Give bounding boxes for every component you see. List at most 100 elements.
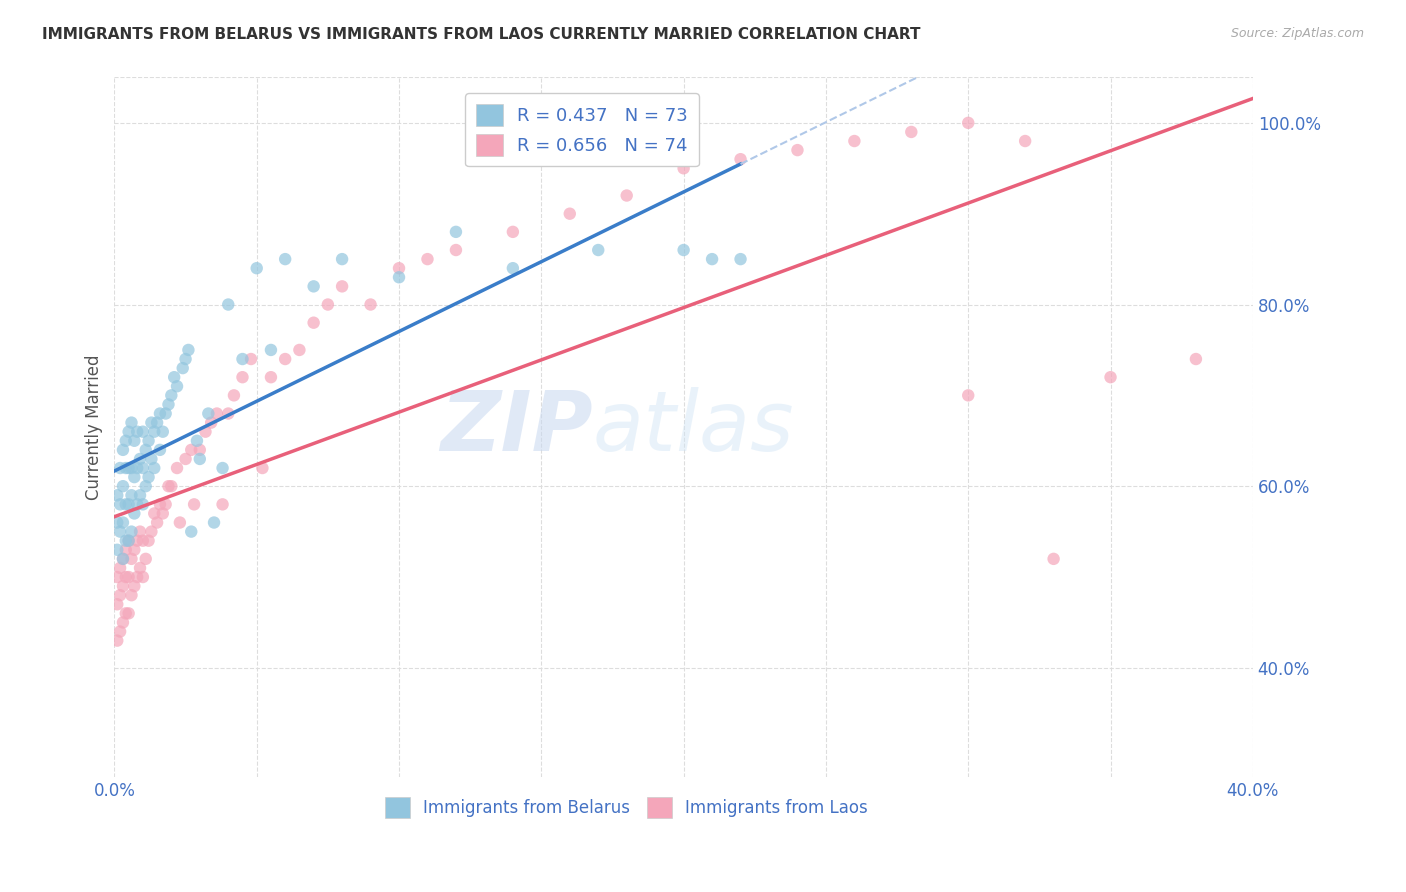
- Point: [143, 425, 166, 439]
- Point: [138, 434, 160, 448]
- Point: [124, 542, 146, 557]
- Point: [155, 497, 177, 511]
- Point: [444, 225, 467, 239]
- Point: [132, 570, 155, 584]
- Point: [388, 270, 411, 285]
- Point: [274, 351, 297, 366]
- Point: [108, 461, 131, 475]
- Point: [121, 588, 143, 602]
- Point: [135, 479, 157, 493]
- Point: [124, 434, 146, 448]
- Point: [616, 188, 638, 202]
- Text: IMMIGRANTS FROM BELARUS VS IMMIGRANTS FROM LAOS CURRENTLY MARRIED CORRELATION CH: IMMIGRANTS FROM BELARUS VS IMMIGRANTS FR…: [42, 27, 921, 42]
- Point: [127, 533, 149, 548]
- Point: [121, 524, 143, 539]
- Point: [114, 434, 136, 448]
- Point: [149, 442, 172, 457]
- Point: [132, 461, 155, 475]
- Point: [108, 561, 131, 575]
- Point: [141, 524, 163, 539]
- Point: [260, 370, 283, 384]
- Point: [135, 442, 157, 457]
- Point: [786, 143, 808, 157]
- Point: [117, 533, 139, 548]
- Point: [186, 434, 208, 448]
- Point: [160, 388, 183, 402]
- Point: [129, 488, 152, 502]
- Point: [217, 407, 239, 421]
- Point: [163, 370, 186, 384]
- Point: [302, 279, 325, 293]
- Point: [114, 533, 136, 548]
- Point: [252, 461, 274, 475]
- Point: [194, 425, 217, 439]
- Point: [111, 579, 134, 593]
- Point: [124, 507, 146, 521]
- Point: [141, 416, 163, 430]
- Point: [114, 461, 136, 475]
- Point: [117, 533, 139, 548]
- Point: [108, 588, 131, 602]
- Point: [260, 343, 283, 357]
- Point: [274, 252, 297, 266]
- Text: ZIP: ZIP: [440, 386, 592, 467]
- Point: [730, 252, 752, 266]
- Point: [1014, 134, 1036, 148]
- Point: [160, 479, 183, 493]
- Point: [180, 442, 202, 457]
- Point: [114, 607, 136, 621]
- Point: [240, 351, 263, 366]
- Point: [700, 252, 723, 266]
- Point: [183, 497, 205, 511]
- Point: [105, 597, 128, 611]
- Point: [197, 407, 219, 421]
- Point: [360, 297, 382, 311]
- Point: [957, 116, 980, 130]
- Point: [114, 542, 136, 557]
- Point: [444, 243, 467, 257]
- Point: [155, 407, 177, 421]
- Point: [117, 425, 139, 439]
- Point: [105, 633, 128, 648]
- Point: [180, 524, 202, 539]
- Point: [111, 552, 134, 566]
- Point: [152, 507, 174, 521]
- Point: [152, 425, 174, 439]
- Point: [586, 243, 609, 257]
- Point: [129, 561, 152, 575]
- Legend: Immigrants from Belarus, Immigrants from Laos: Immigrants from Belarus, Immigrants from…: [378, 791, 875, 824]
- Point: [957, 388, 980, 402]
- Y-axis label: Currently Married: Currently Married: [86, 354, 103, 500]
- Point: [117, 461, 139, 475]
- Point: [222, 388, 245, 402]
- Point: [121, 552, 143, 566]
- Point: [121, 461, 143, 475]
- Point: [730, 152, 752, 166]
- Point: [108, 497, 131, 511]
- Point: [105, 542, 128, 557]
- Point: [844, 134, 866, 148]
- Point: [143, 507, 166, 521]
- Point: [111, 516, 134, 530]
- Point: [105, 488, 128, 502]
- Point: [200, 416, 222, 430]
- Point: [132, 497, 155, 511]
- Point: [127, 461, 149, 475]
- Point: [246, 261, 269, 276]
- Point: [211, 461, 233, 475]
- Point: [132, 533, 155, 548]
- Point: [188, 452, 211, 467]
- Point: [127, 425, 149, 439]
- Point: [157, 479, 180, 493]
- Point: [146, 416, 169, 430]
- Point: [124, 579, 146, 593]
- Point: [124, 470, 146, 484]
- Point: [121, 488, 143, 502]
- Point: [138, 533, 160, 548]
- Point: [211, 497, 233, 511]
- Point: [900, 125, 922, 139]
- Point: [111, 479, 134, 493]
- Point: [416, 252, 439, 266]
- Point: [129, 452, 152, 467]
- Point: [117, 570, 139, 584]
